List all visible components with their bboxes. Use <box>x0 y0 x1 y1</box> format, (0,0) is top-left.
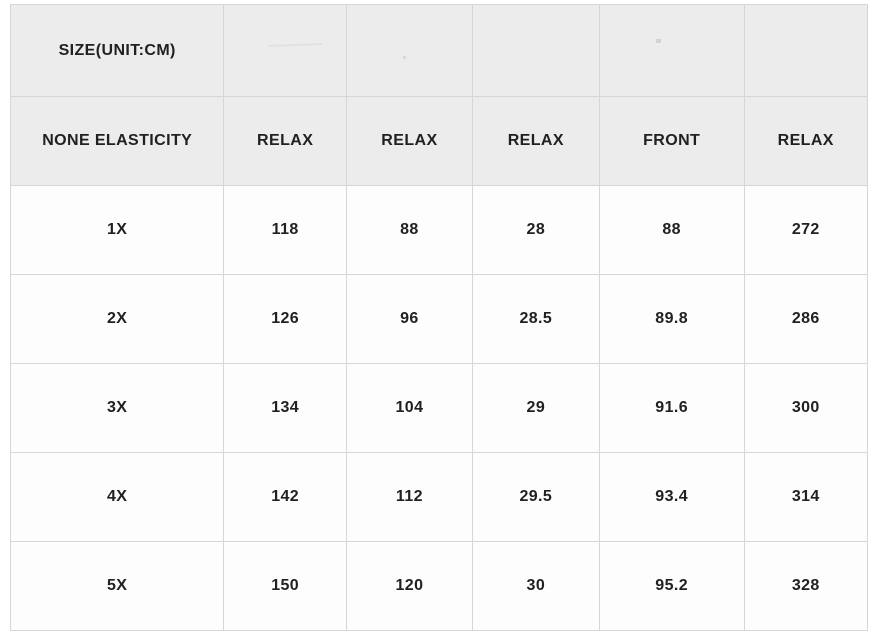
value-cell: 286 <box>743 274 869 364</box>
value-cell: 29 <box>471 363 600 453</box>
value-cell: 104 <box>345 363 473 453</box>
size-cell: 5X <box>9 541 225 631</box>
value-cell: 118 <box>223 185 347 275</box>
value-cell: 88 <box>345 185 473 275</box>
value-cell: 28.5 <box>471 274 600 364</box>
empty-header-cell <box>223 4 347 97</box>
size-cell: 1X <box>9 185 225 275</box>
size-cell: 3X <box>9 363 225 453</box>
value-cell: 314 <box>743 452 869 542</box>
value-cell: 93.4 <box>598 452 745 542</box>
value-cell: 88 <box>598 185 745 275</box>
column-header-cell: RELAX <box>471 96 600 186</box>
column-header-cell: RELAX <box>345 96 473 186</box>
value-cell: 272 <box>743 185 869 275</box>
value-cell: 96 <box>345 274 473 364</box>
table-row: 5X 150 120 30 95.2 328 <box>9 541 869 631</box>
column-header-cell: NONE ELASTICITY <box>9 96 225 186</box>
size-cell: 2X <box>9 274 225 364</box>
value-cell: 120 <box>345 541 473 631</box>
value-cell: 300 <box>743 363 869 453</box>
empty-header-cell <box>471 4 600 97</box>
value-cell: 150 <box>223 541 347 631</box>
size-chart-table: SIZE(UNIT:CM) NONE ELASTICITY RELAX RELA… <box>9 4 869 631</box>
table-row-column-headers: NONE ELASTICITY RELAX RELAX RELAX FRONT … <box>9 96 869 186</box>
empty-header-cell <box>743 4 869 97</box>
value-cell: 91.6 <box>598 363 745 453</box>
value-cell: 30 <box>471 541 600 631</box>
value-cell: 28 <box>471 185 600 275</box>
table-row: 4X 142 112 29.5 93.4 314 <box>9 452 869 542</box>
table-row: 3X 134 104 29 91.6 300 <box>9 363 869 453</box>
empty-header-cell <box>345 4 473 97</box>
column-header-cell: RELAX <box>223 96 347 186</box>
value-cell: 112 <box>345 452 473 542</box>
size-cell: 4X <box>9 452 225 542</box>
value-cell: 126 <box>223 274 347 364</box>
value-cell: 95.2 <box>598 541 745 631</box>
table-row-unit-header: SIZE(UNIT:CM) <box>9 4 869 97</box>
unit-header-cell: SIZE(UNIT:CM) <box>9 4 225 97</box>
value-cell: 134 <box>223 363 347 453</box>
value-cell: 89.8 <box>598 274 745 364</box>
value-cell: 328 <box>743 541 869 631</box>
value-cell: 29.5 <box>471 452 600 542</box>
table-row: 2X 126 96 28.5 89.8 286 <box>9 274 869 364</box>
value-cell: 142 <box>223 452 347 542</box>
table-row: 1X 118 88 28 88 272 <box>9 185 869 275</box>
empty-header-cell <box>598 4 745 97</box>
column-header-cell: FRONT <box>598 96 745 186</box>
column-header-cell: RELAX <box>743 96 869 186</box>
